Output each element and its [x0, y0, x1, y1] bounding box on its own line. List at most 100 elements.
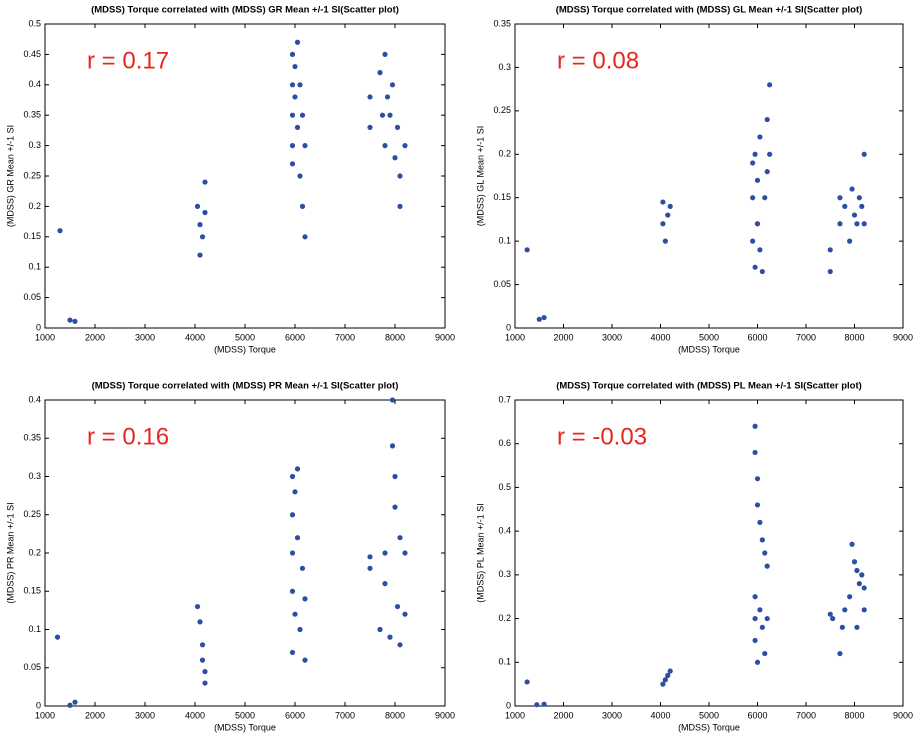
- x-tick-label: 4000: [185, 332, 205, 342]
- y-axis-label: (MDSS) GR Mean +/-1 SI: [5, 125, 15, 227]
- point: [382, 581, 388, 587]
- point: [767, 82, 773, 88]
- point: [752, 264, 758, 270]
- point: [762, 550, 768, 556]
- point: [759, 268, 765, 275]
- x-tick-label: 4000: [650, 332, 670, 342]
- point: [392, 473, 398, 480]
- point: [402, 611, 408, 617]
- y-tick-label: 0.3: [28, 471, 41, 481]
- x-tick-label: 3000: [135, 710, 155, 720]
- point: [830, 615, 836, 622]
- point: [377, 626, 383, 633]
- point: [750, 160, 756, 166]
- point: [197, 619, 203, 625]
- point: [202, 668, 208, 675]
- x-tick-label: 7000: [796, 332, 816, 342]
- x-tick-label: 9000: [435, 710, 455, 720]
- point: [194, 203, 201, 209]
- point: [382, 550, 388, 556]
- x-tick-label: 5000: [699, 332, 719, 342]
- y-tick-label: 0: [506, 322, 511, 332]
- point: [387, 634, 393, 640]
- annotation: r = -0.03: [557, 423, 647, 450]
- point: [297, 626, 303, 633]
- x-axis-label: (MDSS) Torque: [678, 344, 740, 354]
- point: [837, 650, 843, 657]
- y-tick-label: 0: [36, 322, 41, 332]
- point: [294, 535, 301, 541]
- point: [851, 559, 858, 565]
- point: [367, 94, 373, 100]
- chart-title: (MDSS) Torque correlated with (MDSS) PL …: [556, 381, 862, 392]
- point: [197, 252, 203, 258]
- point: [754, 502, 761, 508]
- chart-title: (MDSS) Torque correlated with (MDSS) GL …: [556, 5, 863, 16]
- x-tick-label: 2000: [85, 332, 105, 342]
- y-tick-label: 0.1: [28, 624, 41, 634]
- point: [757, 519, 763, 526]
- point: [202, 680, 208, 686]
- x-tick-label: 9000: [435, 332, 455, 342]
- x-tick-label: 1000: [35, 710, 55, 720]
- x-tick-label: 7000: [796, 710, 816, 720]
- point: [292, 489, 298, 495]
- point: [382, 51, 388, 58]
- x-tick-label: 2000: [553, 332, 573, 342]
- point: [289, 161, 296, 167]
- y-tick-label: 0: [36, 700, 41, 710]
- point: [297, 173, 303, 179]
- point: [302, 657, 308, 663]
- y-tick-label: 0.1: [498, 657, 511, 667]
- point: [389, 443, 396, 449]
- point: [377, 70, 383, 76]
- point: [397, 173, 403, 179]
- point: [764, 563, 770, 569]
- point: [67, 702, 73, 708]
- point: [757, 607, 763, 613]
- point: [757, 134, 763, 140]
- x-tick-label: 8000: [844, 710, 864, 720]
- y-axis-label: (MDSS) GL Mean +/-1 SI: [475, 126, 485, 226]
- point: [849, 186, 855, 192]
- point: [289, 512, 296, 518]
- point: [752, 594, 758, 600]
- y-tick-label: 0.25: [23, 170, 41, 180]
- x-tick-label: 3000: [602, 710, 622, 720]
- point: [856, 195, 862, 201]
- point: [827, 268, 833, 275]
- x-tick-label: 1000: [35, 332, 55, 342]
- point: [842, 203, 848, 209]
- x-tick-label: 6000: [285, 332, 305, 342]
- point: [384, 94, 391, 100]
- point: [851, 212, 858, 218]
- x-tick-label: 4000: [650, 710, 670, 720]
- x-tick-label: 6000: [285, 710, 305, 720]
- point: [289, 473, 296, 480]
- point: [861, 585, 867, 591]
- annotation: r = 0.16: [87, 423, 169, 450]
- point: [660, 199, 666, 205]
- y-tick-label: 0.4: [498, 526, 511, 536]
- point: [752, 615, 758, 622]
- point: [837, 221, 843, 227]
- point: [194, 603, 201, 610]
- point: [202, 179, 208, 185]
- y-axis-label: (MDSS) PL Mean +/-1 SI: [475, 503, 485, 602]
- y-tick-label: 0.25: [23, 509, 41, 519]
- point: [289, 550, 296, 556]
- x-tick-label: 8000: [844, 332, 864, 342]
- point: [394, 603, 401, 610]
- point: [662, 677, 668, 683]
- point: [302, 234, 308, 240]
- point: [294, 466, 301, 472]
- point: [759, 537, 765, 543]
- x-tick-label: 7000: [335, 710, 355, 720]
- point: [752, 151, 758, 157]
- point: [382, 143, 388, 149]
- point: [397, 203, 403, 209]
- point: [665, 672, 671, 679]
- point: [57, 228, 63, 234]
- x-tick-label: 6000: [747, 710, 767, 720]
- point: [299, 565, 306, 571]
